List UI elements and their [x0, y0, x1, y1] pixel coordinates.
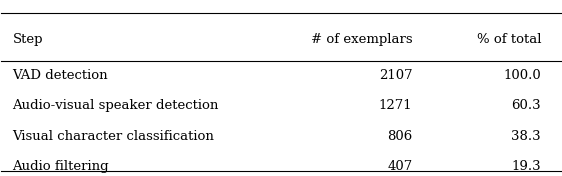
- Text: 2107: 2107: [379, 69, 413, 82]
- Text: 100.0: 100.0: [504, 69, 541, 82]
- Text: 407: 407: [387, 160, 413, 173]
- Text: Audio-visual speaker detection: Audio-visual speaker detection: [12, 99, 219, 112]
- Text: # of exemplars: # of exemplars: [311, 33, 413, 46]
- Text: 19.3: 19.3: [511, 160, 541, 173]
- Text: 38.3: 38.3: [511, 130, 541, 143]
- Text: 1271: 1271: [379, 99, 413, 112]
- Text: Visual character classification: Visual character classification: [12, 130, 215, 143]
- Text: 806: 806: [387, 130, 413, 143]
- Text: Step: Step: [12, 33, 43, 46]
- Text: Audio filtering: Audio filtering: [12, 160, 109, 173]
- Text: 60.3: 60.3: [511, 99, 541, 112]
- Text: % of total: % of total: [477, 33, 541, 46]
- Text: VAD detection: VAD detection: [12, 69, 108, 82]
